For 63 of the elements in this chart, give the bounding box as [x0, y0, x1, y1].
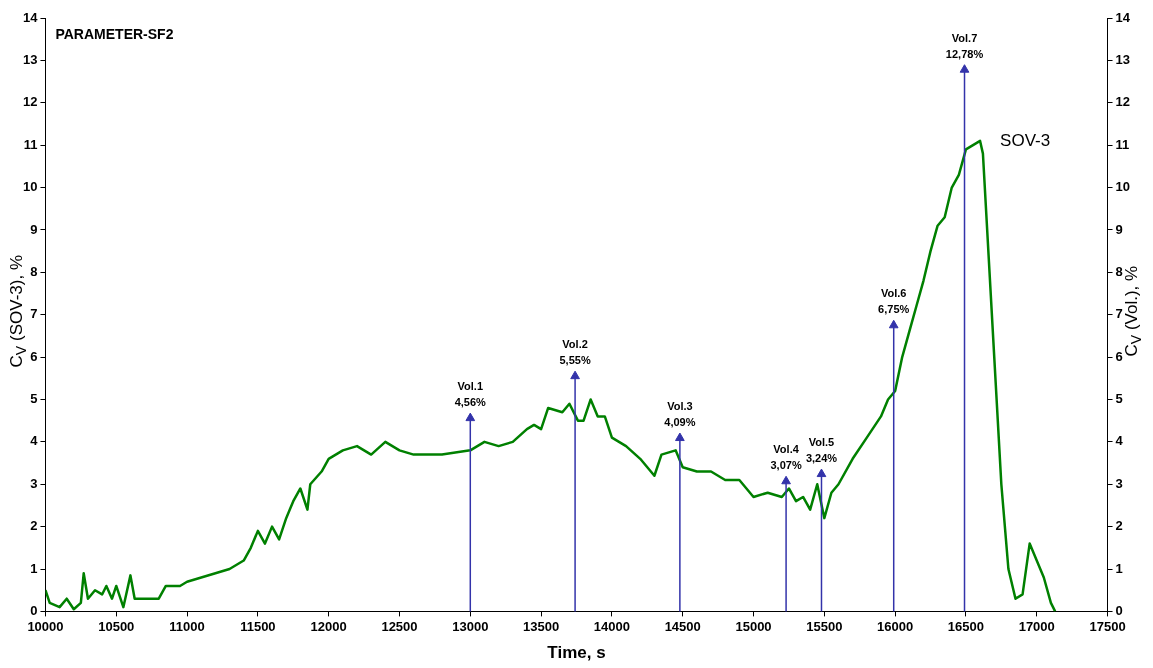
point [781, 475, 791, 485]
text: PARAMETER-SF2 [55, 25, 174, 42]
y2-tick-label: 1 [1115, 560, 1123, 576]
data-label: Vol.4 3,07% [770, 443, 802, 472]
y2-tick-label: 13 [1115, 51, 1131, 67]
x-tick-label: 13000 [452, 618, 489, 634]
data-label: Vol.7 12,78% [945, 31, 984, 60]
y-tick-label: 6 [30, 348, 38, 364]
y-tick-label: 3 [30, 475, 38, 491]
data-label: Vol.2 5,55% [559, 338, 591, 367]
y2-tick-label: 7 [1115, 306, 1123, 322]
x-tick-label: 15000 [735, 618, 772, 634]
x-tick-label: 13500 [523, 618, 560, 634]
point [675, 432, 685, 442]
x-tick-label: 17500 [1089, 618, 1126, 634]
point [959, 64, 970, 73]
y2-tick-label: 10 [1115, 179, 1131, 195]
y-tick-label: 1 [30, 560, 38, 576]
y2-tick-label: 6 [1115, 348, 1123, 364]
y2-tick-label: 14 [1115, 9, 1131, 25]
y2-tick-label: 9 [1115, 221, 1123, 237]
x-tick-label: 16500 [947, 618, 985, 634]
x-tick-label: 10000 [27, 618, 64, 634]
x-axis-title: Time, s [546, 643, 607, 663]
x-tick-label: 16000 [877, 618, 914, 634]
data-label: Vol.5 3,24% [805, 436, 838, 465]
y-tick-label: 11 [23, 136, 38, 152]
data-label: Vol.1 4,56% [454, 380, 487, 409]
x-tick-label: 17000 [1018, 618, 1055, 634]
y-tick-label: 9 [30, 221, 38, 237]
y-tick-label: 5 [30, 391, 38, 407]
y-tick-label: 14 [22, 9, 39, 25]
data-label: Vol.6 6,75% [878, 287, 910, 316]
x-tick-label: 11000 [169, 618, 205, 634]
y-tick-label: 10 [22, 179, 38, 195]
x-tick-label: 12000 [310, 618, 347, 634]
y-tick-label: 13 [22, 51, 38, 67]
y-tick-label: 0 [30, 602, 38, 618]
point [888, 319, 899, 329]
x-tick-label: 11500 [240, 618, 276, 634]
y2-tick-label: 3 [1115, 475, 1123, 491]
point [816, 468, 827, 478]
y2-tick-label: 5 [1115, 391, 1123, 407]
x-tick-label: 14000 [593, 618, 630, 634]
y-tick-label: 4 [30, 433, 39, 449]
point [570, 370, 580, 380]
x-tick-label: 15500 [806, 618, 843, 634]
data-label: Vol.3 4,09% [664, 400, 696, 429]
point [465, 412, 476, 422]
y2-tick-label: 11 [1115, 136, 1130, 152]
y2-tick-label: 4 [1115, 433, 1124, 449]
y-tick-label: 12 [22, 94, 38, 110]
x-tick-label: 14500 [664, 618, 701, 634]
x-tick-label: 10500 [98, 618, 135, 634]
series-label: SOV-3 [1000, 130, 1051, 150]
y2-tick-label: 8 [1115, 263, 1123, 279]
y2-tick-label: 12 [1115, 94, 1131, 110]
y-tick-label: 8 [30, 263, 38, 279]
y2-tick-label: 2 [1115, 518, 1123, 534]
y-tick-label: 2 [30, 518, 38, 534]
y-tick-label: 7 [30, 306, 38, 322]
x-tick-label: 12500 [381, 618, 418, 634]
y2-tick-label: 0 [1115, 602, 1123, 618]
